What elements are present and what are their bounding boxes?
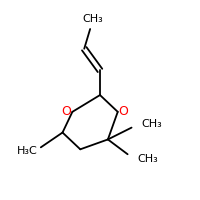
- Text: H₃C: H₃C: [17, 146, 37, 156]
- Text: O: O: [62, 105, 71, 118]
- Text: CH₃: CH₃: [141, 119, 162, 129]
- Text: CH₃: CH₃: [137, 154, 158, 164]
- Text: O: O: [119, 105, 129, 118]
- Text: CH₃: CH₃: [83, 14, 103, 24]
